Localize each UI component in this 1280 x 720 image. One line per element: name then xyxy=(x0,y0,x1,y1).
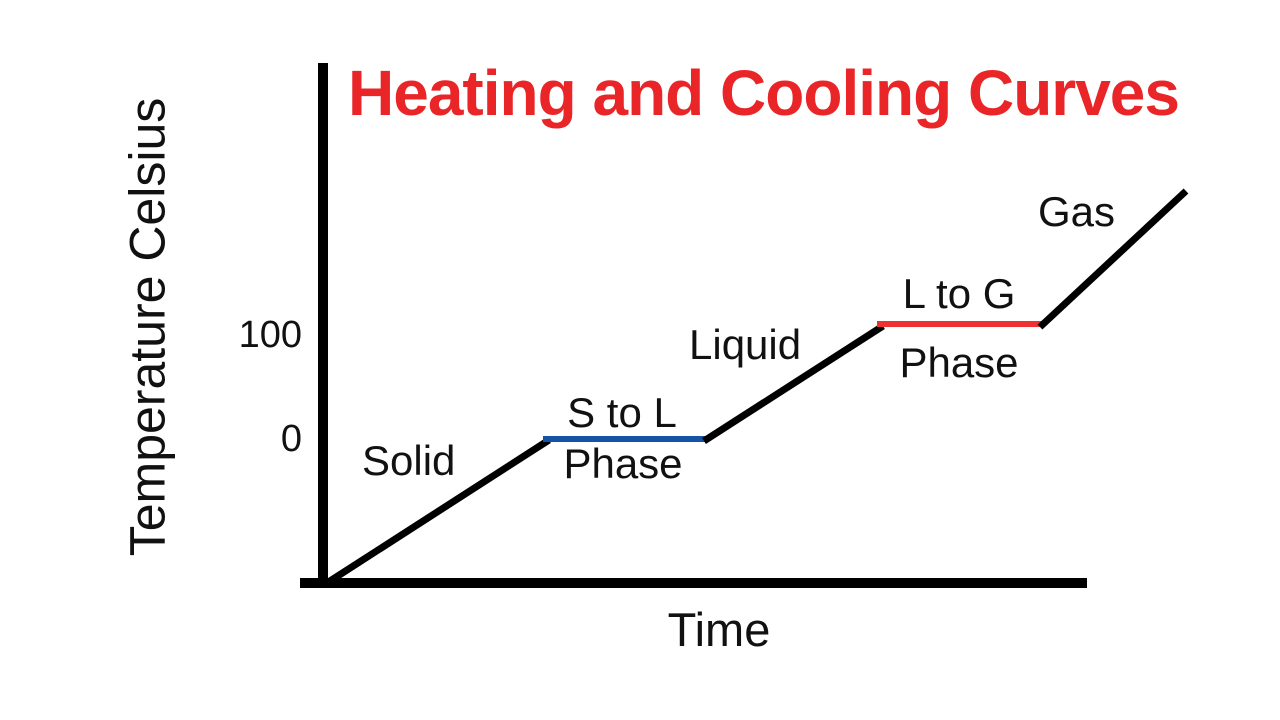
phase-label-s-to-l: S to L xyxy=(567,389,677,436)
phase-label-l-to-g: L to G xyxy=(902,270,1016,317)
phase-label-s-to-l-phase: Phase xyxy=(563,440,683,487)
phase-label-solid: Solid xyxy=(362,437,456,484)
y-axis-title: Temperature Celsius xyxy=(119,97,176,557)
chart-title: Heating and Cooling Curves xyxy=(348,57,1180,129)
phase-label-gas: Gas xyxy=(1038,188,1116,235)
phase-label-liquid: Liquid xyxy=(689,321,802,368)
y-tick-label-100: 100 xyxy=(238,314,302,356)
phase-label-l-to-g-phase: Phase xyxy=(899,339,1019,386)
y-tick-label-0: 0 xyxy=(280,418,302,460)
x-axis-title: Time xyxy=(667,603,771,656)
